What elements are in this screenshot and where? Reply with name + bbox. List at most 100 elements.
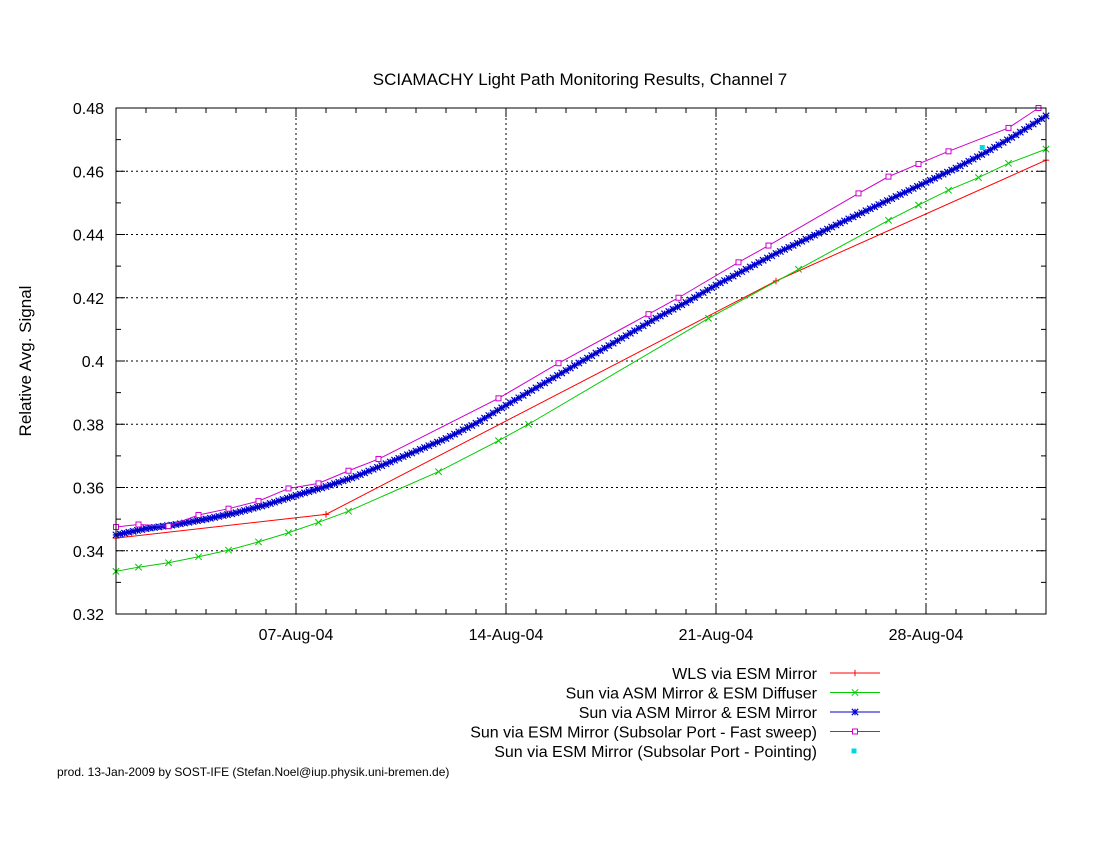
- y-tick-label: 0.42: [73, 291, 104, 308]
- data-point: [305, 487, 313, 496]
- data-point: [495, 395, 502, 402]
- data-point: [915, 160, 922, 167]
- data-point: [206, 514, 214, 522]
- y-axis-label: Relative Avg. Signal: [16, 286, 35, 437]
- legend-marker: [851, 708, 859, 716]
- data-point: [794, 265, 803, 273]
- data-point: [1005, 124, 1012, 131]
- data-point: [266, 499, 274, 508]
- data-point: [498, 404, 506, 412]
- data-point: [285, 485, 292, 492]
- y-tick-label: 0.32: [73, 607, 104, 624]
- data-point: [855, 190, 862, 197]
- data-point: [195, 512, 202, 519]
- data-point: [165, 523, 172, 530]
- legend-entry-1: WLS via ESM Mirror: [672, 666, 880, 683]
- data-point: [884, 216, 893, 224]
- data-point: [300, 489, 309, 497]
- data-point: [210, 513, 219, 521]
- y-tick-label: 0.36: [73, 481, 104, 498]
- legend-label: Sun via ESM Mirror (Subsolar Port - Poin…: [494, 744, 817, 761]
- data-point: [704, 314, 713, 322]
- legend: WLS via ESM Mirror Sun via ASM Mirror & E…: [470, 666, 880, 761]
- data-point: [945, 148, 952, 155]
- data-point: [240, 506, 249, 515]
- data-point: [344, 507, 353, 515]
- legend-label: Sun via ESM Mirror (Subsolar Port - Fast…: [470, 725, 817, 742]
- data-point: [125, 528, 133, 536]
- data-point: [120, 529, 129, 537]
- data-point: [974, 174, 983, 182]
- data-point: [765, 242, 772, 249]
- data-point: [348, 474, 356, 482]
- data-point: [313, 485, 322, 493]
- plot-series: [112, 105, 1050, 575]
- data-point: [116, 530, 124, 538]
- legend-marker: [851, 748, 857, 754]
- tick-labels: 0.32 0.34 0.36 0.38 0.4 0.42 0.44 0.46 0.48 07-Au…: [73, 101, 964, 644]
- data-point: [253, 503, 262, 511]
- data-point: [532, 384, 540, 392]
- legend-label: Sun via ASM Mirror & ESM Diffuser: [566, 686, 818, 703]
- x-tick-label: 21-Aug-04: [679, 627, 754, 644]
- data-point: [746, 263, 754, 271]
- y-tick-label: 0.46: [73, 164, 104, 181]
- y-tick-label: 0.4: [82, 354, 104, 371]
- data-point: [798, 237, 806, 245]
- data-point: [254, 538, 263, 546]
- data-point: [434, 468, 443, 476]
- series-3: [112, 112, 1050, 539]
- grid: [116, 108, 1046, 614]
- data-point: [194, 553, 203, 561]
- legend-marker: [851, 669, 859, 677]
- data-point: [255, 498, 262, 505]
- data-point: [914, 201, 923, 209]
- y-tick-label: 0.34: [73, 544, 104, 561]
- data-point: [202, 515, 210, 523]
- data-point: [322, 511, 330, 518]
- data-point: [219, 511, 227, 520]
- series-line: [115, 148, 1047, 572]
- data-point: [215, 512, 223, 521]
- data-point: [524, 420, 533, 428]
- series-line: [115, 159, 1047, 539]
- footer-credit: prod. 13-Jan-2009 by SOST-IFE (Stefan.No…: [57, 765, 449, 779]
- legend-label: Sun via ASM Mirror & ESM Mirror: [579, 705, 818, 722]
- data-point: [309, 486, 317, 494]
- y-tick-label: 0.44: [73, 228, 104, 245]
- x-tick-label: 07-Aug-04: [259, 627, 334, 644]
- data-point: [135, 521, 142, 528]
- legend-entry-2: Sun via ASM Mirror & ESM Diffuser: [566, 686, 880, 703]
- axis-ticks: [116, 107, 1046, 615]
- data-point: [245, 505, 253, 514]
- data-point: [232, 509, 240, 517]
- chart-title: SCIAMACHY Light Path Monitoring Results,…: [373, 70, 788, 89]
- data-point: [223, 510, 232, 519]
- data-point: [284, 529, 293, 537]
- legend-entry-4: Sun via ESM Mirror (Subsolar Port - Fast…: [470, 725, 880, 742]
- y-tick-label: 0.38: [73, 417, 104, 434]
- data-point: [292, 491, 300, 500]
- data-point: [249, 504, 257, 512]
- data-point: [1004, 159, 1013, 167]
- data-point: [682, 298, 690, 307]
- data-point: [735, 259, 742, 266]
- y-tick-label: 0.48: [73, 101, 104, 118]
- data-point: [345, 467, 352, 474]
- data-point: [885, 173, 892, 180]
- data-point: [133, 526, 142, 535]
- data-point: [502, 401, 510, 409]
- data-point: [296, 490, 304, 498]
- x-tick-label: 28-Aug-04: [889, 627, 964, 644]
- data-point: [979, 145, 985, 151]
- data-point: [494, 437, 503, 445]
- data-point: [134, 563, 143, 571]
- data-point: [645, 311, 652, 318]
- series-4: [113, 105, 1042, 531]
- data-point: [270, 498, 279, 506]
- legend-entry-5: Sun via ESM Mirror (Subsolar Port - Poin…: [494, 744, 857, 761]
- data-point: [555, 360, 562, 367]
- data-point: [224, 546, 233, 554]
